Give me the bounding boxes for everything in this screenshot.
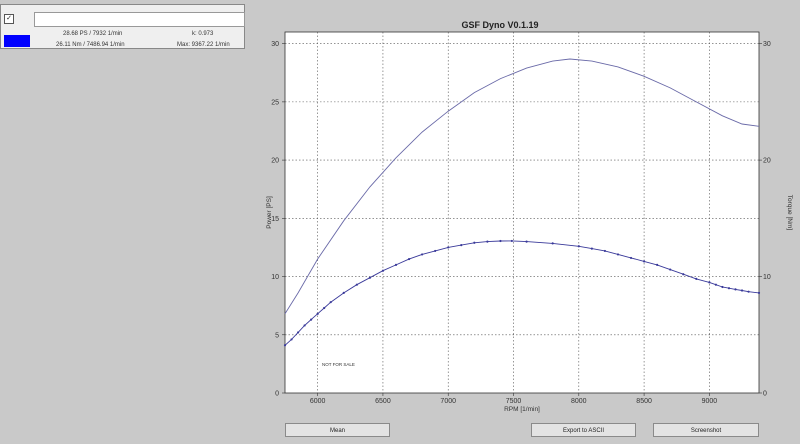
k-readout: k: 0.973: [192, 31, 214, 37]
y-tick-label: 25: [271, 99, 279, 106]
y2-tick-label: 0: [763, 391, 767, 398]
power-readout: 28.68 PS / 7932 1/min: [63, 31, 123, 37]
x-tick-label: 7000: [440, 398, 456, 405]
watermark: NOT FOR SALE: [322, 362, 355, 367]
torque-point: [290, 338, 293, 341]
torque-point: [355, 283, 358, 286]
torque-point: [303, 324, 306, 327]
legend-panel: ✓ 28.68 PS / 7932 1/min k: 0.973 26.11 N…: [0, 4, 245, 49]
x-tick-label: 8000: [571, 398, 587, 405]
torque-point: [734, 288, 737, 291]
torque-point: [616, 253, 620, 256]
y-tick-label: 0: [275, 391, 279, 398]
y-tick-label: 15: [271, 216, 279, 223]
x-tick-label: 6000: [310, 398, 326, 405]
torque-point: [682, 273, 685, 276]
torque-point: [708, 281, 711, 284]
x-tick-label: 7500: [506, 398, 522, 405]
torque-point: [740, 289, 744, 292]
x-tick-label: 9000: [702, 398, 718, 405]
torque-point: [642, 260, 646, 263]
x-tick-label: 6500: [375, 398, 391, 405]
torque-point: [669, 268, 672, 271]
max-readout: Max: 9367.22 1/min: [177, 42, 230, 48]
torque-point: [473, 241, 476, 244]
y-tick-label: 30: [271, 41, 279, 48]
torque-point: [577, 245, 580, 248]
torque-point: [727, 287, 731, 290]
torque-point: [656, 263, 659, 267]
y2-tick-label: 20: [763, 158, 771, 165]
torque-series-line: [284, 240, 760, 346]
export-ascii-button[interactable]: Export to ASCII: [531, 423, 636, 437]
y-tick-label: 10: [271, 274, 279, 281]
torque-point: [368, 276, 371, 279]
torque-point: [283, 344, 287, 347]
torque-point: [296, 331, 300, 334]
torque-point: [316, 312, 319, 315]
torque-point: [421, 253, 424, 256]
torque-point: [329, 301, 332, 304]
series-color-swatch[interactable]: [4, 35, 30, 47]
torque-point: [447, 246, 450, 249]
torque-point: [603, 249, 607, 253]
torque-point: [695, 277, 698, 280]
torque-point: [394, 263, 398, 267]
mean-button[interactable]: Mean: [285, 423, 390, 437]
torque-point: [460, 244, 463, 247]
torque-point: [499, 239, 502, 243]
y2-axis-label: Torque [Nm]: [786, 195, 793, 231]
y-tick-label: 20: [271, 158, 279, 165]
torque-point: [381, 269, 385, 272]
torque-point: [757, 291, 761, 294]
torque-point: [323, 306, 326, 310]
chart-title: GSF Dyno V0.1.19: [461, 20, 539, 30]
screenshot-button[interactable]: Screenshot: [653, 423, 759, 437]
torque-point: [510, 239, 513, 243]
y2-tick-label: 30: [763, 41, 771, 48]
x-axis-label: RPM [1/min]: [504, 406, 540, 413]
torque-point: [434, 249, 437, 253]
power-series-line: [284, 58, 760, 315]
torque-point: [714, 283, 718, 286]
y-axis-label: Power [PS]: [266, 196, 273, 229]
y-tick-label: 5: [275, 332, 279, 339]
torque-point: [342, 291, 345, 294]
torque-point: [747, 290, 750, 293]
torque-point: [590, 247, 593, 250]
torque-point: [629, 256, 633, 260]
plot-area: [285, 32, 759, 393]
torque-readout: 26.11 Nm / 7486.94 1/min: [56, 42, 125, 48]
torque-point: [551, 242, 554, 245]
series-checkbox[interactable]: ✓: [4, 14, 14, 24]
torque-point: [525, 240, 528, 243]
torque-point: [407, 257, 411, 261]
torque-point: [486, 240, 489, 243]
torque-point: [310, 318, 313, 321]
series-name-field[interactable]: [34, 12, 245, 27]
torque-point: [721, 285, 724, 289]
plot-frame: [284, 31, 760, 394]
x-tick-label: 8500: [636, 398, 652, 405]
y2-tick-label: 10: [763, 274, 771, 281]
